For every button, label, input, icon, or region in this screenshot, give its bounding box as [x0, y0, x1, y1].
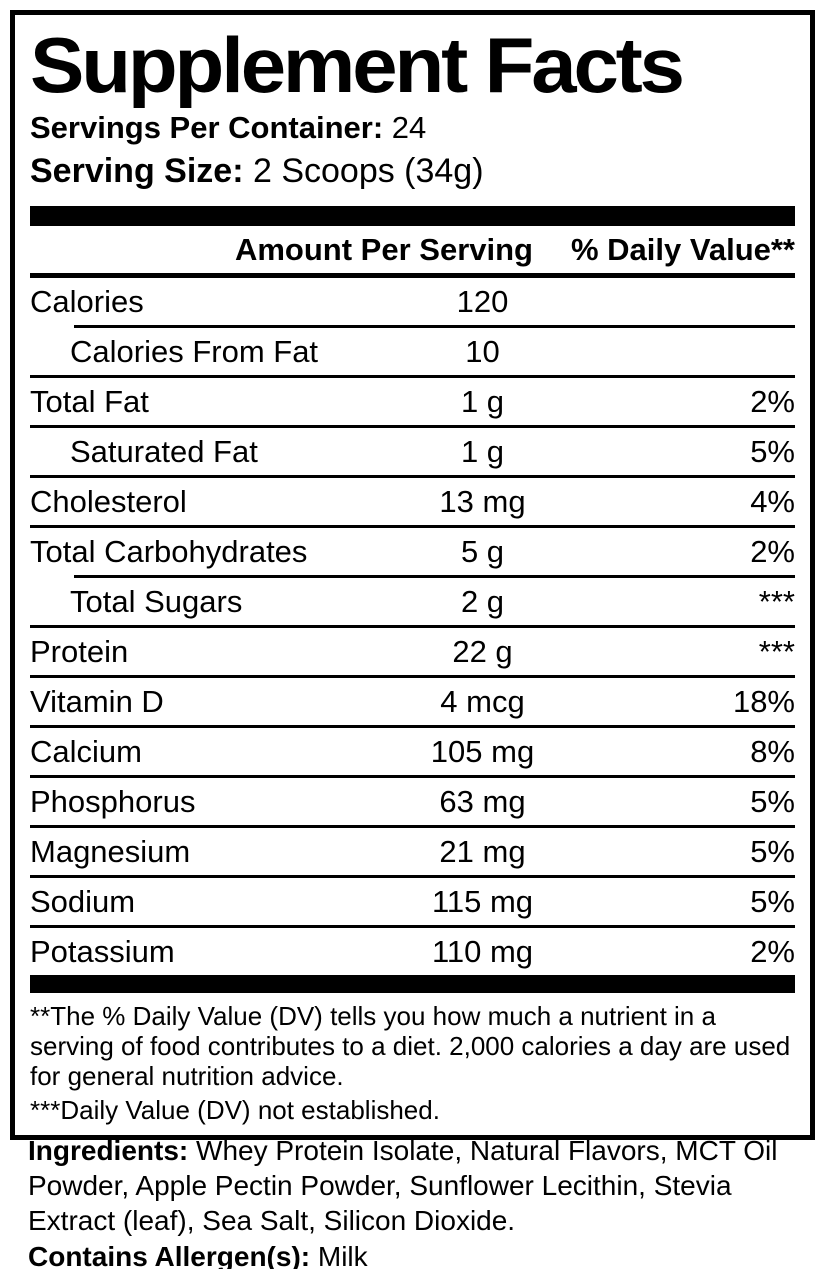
servings-per-container-label: Servings Per Container: — [30, 110, 384, 145]
servings-per-container: Servings Per Container: 24 — [30, 107, 795, 148]
row-divider — [30, 825, 795, 828]
nutrient-name: Calories From Fat — [70, 333, 319, 369]
ingredients-line: Ingredients: Whey Protein Isolate, Natur… — [28, 1133, 800, 1238]
allergen-label: Contains Allergen(s): — [28, 1241, 311, 1269]
table-row: Protein 22 g *** — [30, 628, 795, 675]
facts-panel: Supplement Facts Servings Per Container:… — [10, 10, 815, 1140]
allergen-line: Contains Allergen(s): Milk — [28, 1239, 800, 1269]
nutrient-daily-value: 4% — [750, 483, 795, 519]
nutrient-amount: 4 mcg — [440, 683, 525, 719]
nutrient-name: Calories — [30, 283, 144, 319]
nutrient-daily-value: 18% — [732, 683, 795, 719]
table-row: Calories 120 — [30, 278, 795, 325]
row-divider — [30, 425, 795, 428]
row-divider — [30, 525, 795, 528]
nutrient-name: Total Carbohydrates — [30, 533, 308, 569]
serving-size-label: Serving Size: — [30, 152, 244, 190]
serving-size: Serving Size: 2 Scoops (34g) — [30, 148, 795, 194]
nutrient-amount: 10 — [465, 333, 500, 369]
ingredients-text: Whey Protein Isolate, Natural Flavors, M… — [28, 1135, 778, 1236]
nutrient-name: Potassium — [30, 933, 175, 969]
table-row: Magnesium 21 mg 5% — [30, 828, 795, 875]
row-divider — [74, 325, 795, 328]
row-divider — [74, 575, 795, 578]
ingredients-label: Ingredients: — [28, 1135, 189, 1166]
nutrient-daily-value: 2% — [750, 383, 795, 419]
nutrient-name: Total Sugars — [70, 583, 243, 619]
ingredients-section: Ingredients: Whey Protein Isolate, Natur… — [10, 1133, 815, 1269]
nutrient-daily-value: *** — [758, 583, 795, 619]
nutrient-name: Vitamin D — [30, 683, 164, 719]
nutrient-amount: 1 g — [460, 383, 505, 419]
header-divider — [30, 273, 795, 278]
nutrient-daily-value: 5% — [750, 433, 795, 469]
row-divider — [30, 475, 795, 478]
nutrient-name: Saturated Fat — [70, 433, 258, 469]
nutrient-amount: 22 g — [452, 633, 513, 669]
nutrient-daily-value: 5% — [750, 833, 795, 869]
nutrient-amount: 120 — [456, 283, 509, 319]
row-divider — [30, 875, 795, 878]
servings-per-container-value: 24 — [383, 110, 427, 145]
footnote-not-established: ***Daily Value (DV) not established. — [30, 1095, 440, 1125]
nutrient-name: Cholesterol — [30, 483, 187, 519]
row-divider — [30, 775, 795, 778]
nutrient-amount: 13 mg — [439, 483, 526, 519]
nutrient-name: Phosphorus — [30, 783, 196, 819]
row-divider — [30, 725, 795, 728]
nutrient-amount: 1 g — [460, 433, 505, 469]
nutrient-amount: 110 mg — [431, 933, 534, 969]
nutrient-name: Protein — [30, 633, 129, 669]
header-amount-per-serving: Amount Per Serving — [234, 231, 533, 267]
table-row: Sodium 115 mg 5% — [30, 878, 795, 925]
nutrient-name: Calcium — [30, 733, 142, 769]
nutrient-daily-value: 2% — [750, 933, 795, 969]
header-daily-value: % Daily Value** — [570, 231, 795, 267]
separator-bar-bottom — [30, 975, 795, 993]
table-row: Total Carbohydrates 5 g 2% — [30, 528, 795, 575]
nutrient-name: Sodium — [30, 883, 136, 919]
nutrient-amount: 2 g — [460, 583, 505, 619]
nutrient-daily-value: 2% — [750, 533, 795, 569]
nutrient-name: Magnesium — [30, 833, 191, 869]
table-row: Vitamin D 4 mcg 18% — [30, 678, 795, 725]
nutrient-amount: 5 g — [460, 533, 505, 569]
row-divider — [30, 675, 795, 678]
nutrient-daily-value: 5% — [750, 783, 795, 819]
nutrient-daily-value: 8% — [750, 733, 795, 769]
nutrient-daily-value: 5% — [750, 883, 795, 919]
table-row: Total Fat 1 g 2% — [30, 378, 795, 425]
nutrient-table: Calories 120 Calories From Fat 10 Total … — [30, 278, 795, 975]
row-divider — [30, 625, 795, 628]
table-row: Total Sugars 2 g *** — [30, 578, 795, 625]
allergen-value: Milk — [310, 1241, 368, 1269]
footnotes: **The % Daily Value (DV) tells you how m… — [30, 1001, 795, 1125]
nutrient-daily-value: *** — [758, 633, 795, 669]
table-row: Calcium 105 mg 8% — [30, 728, 795, 775]
serving-size-value: 2 Scoops (34g) — [243, 152, 484, 190]
table-row: Saturated Fat 1 g 5% — [30, 428, 795, 475]
separator-bar-top — [30, 206, 795, 226]
row-divider — [30, 925, 795, 928]
nutrient-name: Total Fat — [30, 383, 149, 419]
footnote-daily-value: **The % Daily Value (DV) tells you how m… — [30, 1001, 791, 1091]
table-row: Calories From Fat 10 — [30, 328, 795, 375]
panel-title: Supplement Facts — [30, 21, 685, 109]
row-divider — [30, 375, 795, 378]
table-row: Phosphorus 63 mg 5% — [30, 778, 795, 825]
nutrient-amount: 63 mg — [439, 783, 526, 819]
nutrient-amount: 115 mg — [431, 883, 534, 919]
table-row: Potassium 110 mg 2% — [30, 928, 795, 975]
table-row: Cholesterol 13 mg 4% — [30, 478, 795, 525]
table-header-row: Amount Per Serving % Daily Value** — [30, 226, 795, 273]
nutrient-amount: 21 mg — [439, 833, 526, 869]
nutrient-amount: 105 mg — [430, 733, 535, 769]
